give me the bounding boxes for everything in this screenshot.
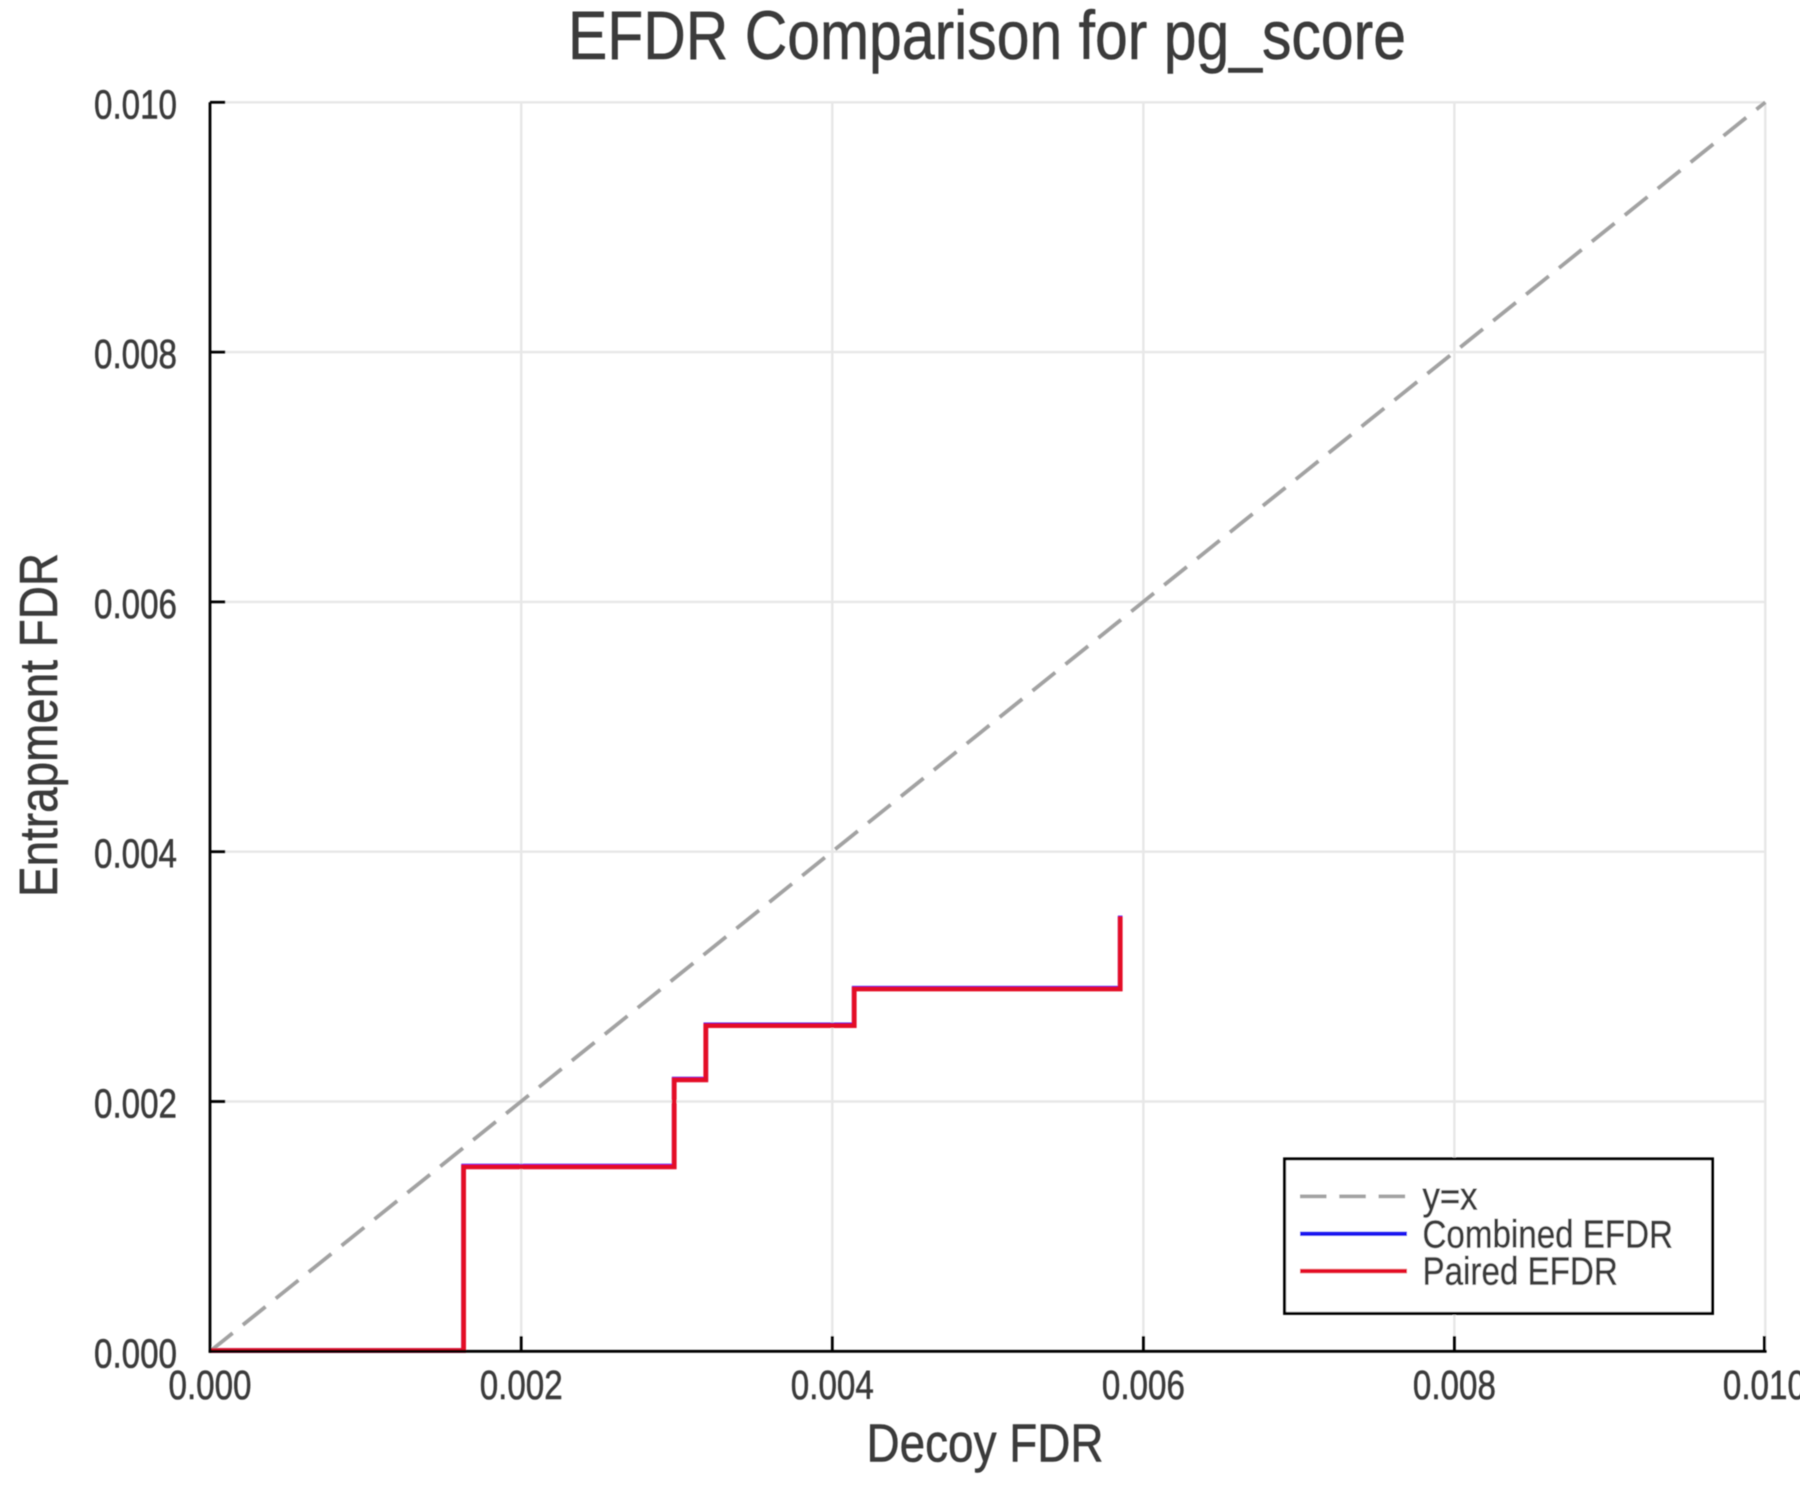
svg-text:0.006: 0.006 xyxy=(1102,1362,1185,1408)
svg-text:0.004: 0.004 xyxy=(791,1362,874,1408)
svg-text:0.002: 0.002 xyxy=(480,1362,563,1408)
svg-text:Entrapment FDR: Entrapment FDR xyxy=(9,553,69,897)
svg-text:Combined EFDR: Combined EFDR xyxy=(1423,1213,1674,1256)
svg-text:0.010: 0.010 xyxy=(1723,1362,1800,1408)
svg-text:0.008: 0.008 xyxy=(1413,1362,1496,1408)
svg-text:0.008: 0.008 xyxy=(94,331,177,377)
svg-text:0.006: 0.006 xyxy=(94,581,177,627)
svg-text:y=x: y=x xyxy=(1423,1176,1478,1219)
svg-text:Decoy FDR: Decoy FDR xyxy=(867,1414,1104,1474)
svg-text:0.000: 0.000 xyxy=(169,1362,252,1408)
svg-text:Paired EFDR: Paired EFDR xyxy=(1423,1251,1618,1294)
svg-text:EFDR Comparison for pg_score: EFDR Comparison for pg_score xyxy=(568,0,1406,74)
svg-text:0.004: 0.004 xyxy=(94,831,177,877)
svg-text:0.010: 0.010 xyxy=(94,81,177,127)
svg-text:0.000: 0.000 xyxy=(94,1330,177,1376)
svg-text:0.002: 0.002 xyxy=(94,1081,177,1127)
